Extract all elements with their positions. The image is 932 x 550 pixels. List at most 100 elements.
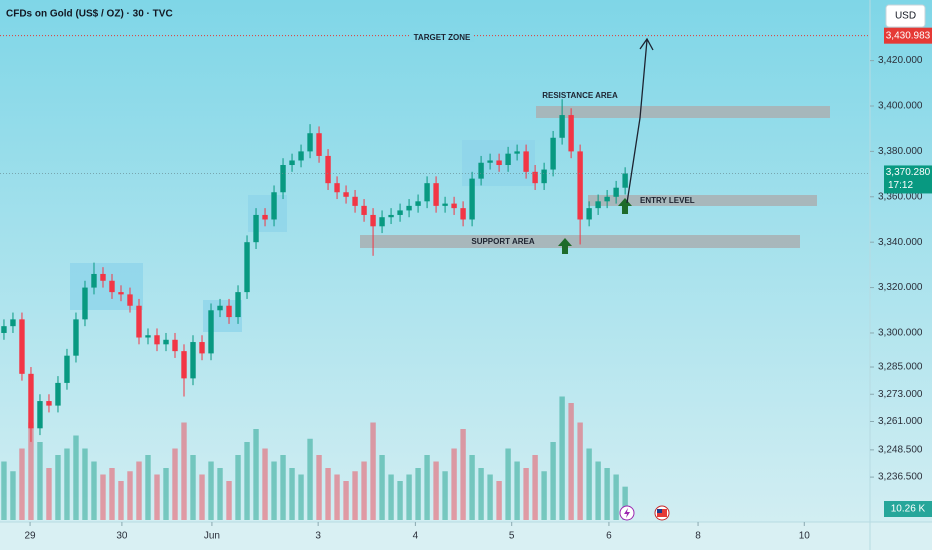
volume-bar — [19, 448, 25, 520]
volume-layer — [1, 396, 628, 520]
volume-bar — [514, 461, 520, 520]
volume-bar — [550, 442, 556, 520]
volume-bar — [28, 422, 34, 520]
candle-body — [397, 210, 403, 215]
candle-body — [406, 205, 412, 211]
resistance-label: RESISTANCE AREA — [542, 91, 618, 100]
volume-bar — [343, 481, 349, 520]
candle-body — [388, 214, 394, 218]
candle-body — [10, 319, 16, 327]
volume-bar — [451, 448, 457, 520]
volume-bar — [307, 438, 313, 520]
volume-bar — [217, 468, 223, 520]
candle-body — [199, 342, 205, 354]
buy-arrow — [618, 198, 632, 214]
volume-bar — [523, 468, 529, 520]
volume-bar — [127, 471, 133, 520]
volume-bar — [622, 486, 628, 520]
candle-body — [244, 242, 250, 293]
candle-body — [550, 137, 556, 170]
projection-arrowhead — [639, 37, 654, 51]
candle-body — [514, 151, 520, 154]
candle-body — [172, 339, 178, 352]
candle-body — [55, 382, 61, 406]
candle-body — [415, 201, 421, 206]
volume-bar — [478, 468, 484, 520]
candle-body — [226, 305, 232, 318]
candle-body — [136, 305, 142, 338]
projection-line — [626, 39, 648, 204]
x-tick-label: 5 — [509, 531, 515, 542]
candle-body — [163, 339, 169, 345]
volume-bar — [505, 448, 511, 520]
candle-body — [460, 208, 466, 220]
candle-body — [505, 153, 511, 166]
volume-bar — [118, 481, 124, 520]
x-tick-label: 6 — [606, 531, 612, 542]
volume-tag-label: 10.26 K — [891, 504, 926, 515]
candle-body — [262, 214, 268, 220]
volume-bar — [595, 461, 601, 520]
volume-bar — [82, 448, 88, 520]
candle-body — [217, 305, 223, 311]
x-axis-band — [0, 522, 932, 550]
candle-body — [91, 273, 97, 288]
volume-tag — [884, 501, 932, 517]
candle-body — [235, 292, 241, 318]
volume-bar — [271, 461, 277, 520]
volume-bar — [136, 461, 142, 520]
candle-body — [496, 160, 502, 166]
volume-bar — [55, 455, 61, 520]
candle-body — [154, 335, 160, 345]
candle-body — [280, 165, 286, 193]
currency-label[interactable]: USD — [895, 11, 916, 22]
candle-body — [19, 319, 25, 374]
y-tick-label: 3,300.000 — [878, 328, 923, 339]
candle-body — [487, 160, 493, 163]
volume-bar — [532, 455, 538, 520]
volume-bar — [199, 474, 205, 520]
volume-bar — [1, 461, 7, 520]
volume-bar — [73, 435, 79, 520]
volume-bar — [370, 422, 376, 520]
candle-body — [100, 273, 106, 281]
volume-bar — [388, 474, 394, 520]
volume-bar — [64, 448, 70, 520]
candle-body — [127, 294, 133, 306]
volume-bar — [541, 471, 547, 520]
volume-bar — [109, 468, 115, 520]
volume-bar — [424, 455, 430, 520]
candle-body — [334, 183, 340, 193]
x-tick-label: 29 — [25, 531, 37, 542]
volume-bar — [406, 474, 412, 520]
candle-body — [451, 203, 457, 209]
currency-button[interactable] — [885, 4, 926, 28]
volume-bar — [577, 422, 583, 520]
candle-body — [442, 203, 448, 206]
candle-body — [181, 351, 187, 379]
volume-bar — [91, 461, 97, 520]
volume-bar — [316, 455, 322, 520]
candle-body — [343, 192, 349, 197]
volume-bar — [145, 455, 151, 520]
candle-body — [37, 401, 43, 429]
target-price-tag — [884, 27, 932, 44]
volume-bar — [361, 461, 367, 520]
event-icon-glyph — [657, 509, 662, 513]
volume-bar — [460, 429, 466, 520]
candle-body — [307, 133, 313, 152]
volume-bar — [244, 442, 250, 520]
volume-bar — [190, 455, 196, 520]
candle-body — [595, 201, 601, 209]
volume-bar — [433, 461, 439, 520]
axis-layer: 3,420.000 3,400.000 3,380.000 3,360.000 3,34… — [0, 27, 932, 542]
volume-bar — [208, 461, 214, 520]
volume-bar — [37, 442, 43, 520]
volume-bar — [163, 468, 169, 520]
candle-body — [208, 310, 214, 354]
candle-body — [424, 183, 430, 202]
y-tick-label: 3,236.500 — [878, 472, 923, 483]
candle-body — [46, 401, 52, 406]
candle-body — [1, 326, 7, 333]
